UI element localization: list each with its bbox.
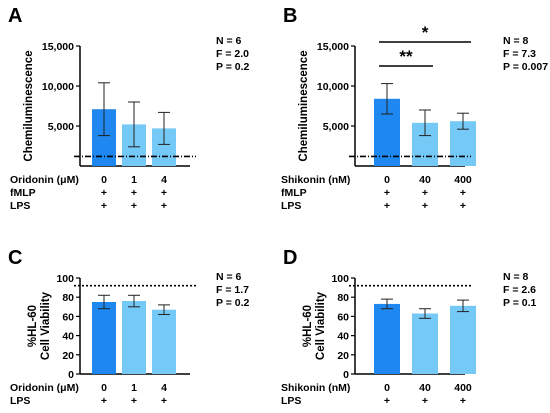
condition-value: + — [460, 187, 466, 199]
condition-label: fMLP — [281, 187, 307, 199]
stat-text: F = 2.6 — [503, 284, 536, 296]
bar — [122, 301, 146, 374]
condition-value: 0 — [384, 174, 390, 186]
y-axis-label: Chemiluminescence — [298, 50, 310, 161]
y-tick-label: 0 — [68, 369, 74, 381]
condition-value: 400 — [454, 174, 472, 186]
panel-letter: A — [8, 5, 22, 27]
y-axis-label: %HL-60 — [27, 305, 39, 347]
condition-label: Oridonin (μM) — [10, 382, 79, 394]
condition-value: + — [161, 187, 167, 199]
y-tick-label: 10,000 — [317, 81, 349, 93]
y-axis-label: Cell Viability — [40, 291, 52, 360]
y-axis-label: Chemiluminescence — [23, 50, 35, 161]
panel-letter: D — [283, 247, 297, 269]
condition-value: 0 — [101, 382, 107, 394]
y-tick-label: 60 — [62, 311, 74, 323]
condition-value: + — [384, 395, 390, 407]
condition-value: + — [422, 200, 428, 212]
condition-value: 400 — [454, 382, 472, 394]
stat-text: F = 2.0 — [216, 48, 249, 60]
panel-a: A 15,000 10,000 5,000 Chemiluminescence N = 6… — [8, 5, 250, 212]
condition-value: + — [384, 200, 390, 212]
y-tick-label: 40 — [337, 331, 349, 343]
condition-value: + — [161, 395, 167, 407]
panel-b: B 15,000 10,000 5,000 Chemiluminescence N = 8… — [281, 5, 548, 212]
condition-value: + — [460, 200, 466, 212]
condition-value: + — [101, 187, 107, 199]
stat-text: N = 6 — [216, 271, 242, 283]
y-tick-label: 60 — [337, 311, 349, 323]
y-tick-label: 5,000 — [323, 121, 349, 133]
y-axis-label: %HL-60 — [302, 305, 314, 347]
y-tick-label: 80 — [337, 292, 349, 304]
condition-value: 0 — [101, 174, 107, 186]
condition-value: + — [384, 187, 390, 199]
condition-value: + — [460, 395, 466, 407]
y-tick-label: 80 — [62, 292, 74, 304]
condition-label: LPS — [281, 395, 301, 407]
bar — [374, 303, 400, 374]
significance-label: * — [422, 23, 429, 42]
condition-label: LPS — [10, 200, 30, 212]
stat-text: F = 7.3 — [503, 48, 536, 60]
significance-label: ** — [399, 47, 413, 66]
bar — [92, 302, 116, 374]
condition-label: fMLP — [10, 187, 36, 199]
condition-value: + — [422, 187, 428, 199]
stat-text: F = 1.7 — [216, 284, 249, 296]
condition-label: Oridonin (μM) — [10, 174, 79, 186]
condition-value: 40 — [419, 174, 431, 186]
stat-text: P = 0.2 — [216, 297, 250, 309]
condition-value: + — [161, 200, 167, 212]
panel-d: D 100 80 60 40 20 0 %HL-60 Cell Viability N = 8F … — [281, 247, 537, 407]
y-tick-label: 10,000 — [42, 81, 74, 93]
condition-value: + — [131, 395, 137, 407]
y-tick-label: 15,000 — [42, 41, 74, 53]
stat-text: N = 8 — [503, 35, 529, 47]
condition-value: + — [422, 395, 428, 407]
y-tick-label: 40 — [62, 331, 74, 343]
y-tick-label: 15,000 — [317, 41, 349, 53]
condition-value: + — [101, 200, 107, 212]
stat-text: N = 8 — [503, 271, 529, 283]
y-tick-label: 100 — [331, 273, 349, 285]
condition-value: + — [131, 200, 137, 212]
y-tick-label: 20 — [62, 350, 74, 362]
bar — [412, 313, 438, 374]
condition-label: Shikonin (nM) — [281, 174, 350, 186]
panel-letter: B — [283, 5, 297, 27]
stat-text: P = 0.1 — [503, 297, 537, 309]
condition-value: + — [101, 395, 107, 407]
bar — [450, 305, 476, 374]
condition-value: + — [131, 187, 137, 199]
y-axis-label: Cell Viability — [315, 291, 327, 360]
condition-label: LPS — [10, 395, 30, 407]
condition-value: 1 — [131, 382, 137, 394]
bar — [152, 309, 176, 374]
y-tick-label: 100 — [56, 273, 74, 285]
y-tick-label: 20 — [337, 350, 349, 362]
condition-value: 4 — [161, 382, 167, 394]
stat-text: P = 0.2 — [216, 61, 250, 73]
y-tick-label: 5,000 — [48, 121, 74, 133]
panel-letter: C — [8, 247, 22, 269]
stat-text: N = 6 — [216, 35, 242, 47]
condition-value: 0 — [384, 382, 390, 394]
condition-label: LPS — [281, 200, 301, 212]
stat-text: P = 0.007 — [503, 61, 548, 73]
condition-value: 4 — [161, 174, 167, 186]
condition-value: 40 — [419, 382, 431, 394]
condition-label: Shikonin (nM) — [281, 382, 350, 394]
y-tick-label: 0 — [343, 369, 349, 381]
condition-value: 1 — [131, 174, 137, 186]
